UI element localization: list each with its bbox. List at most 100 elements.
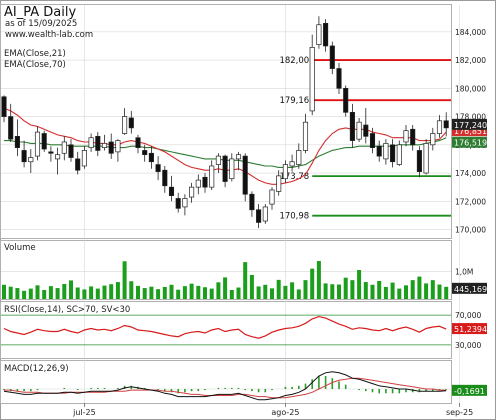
volume-bar xyxy=(290,282,295,299)
candle-up xyxy=(61,141,67,154)
candle-down xyxy=(249,193,255,211)
x-tick-label: ago-25 xyxy=(271,408,299,417)
volume-bar xyxy=(316,261,321,299)
candle-up xyxy=(316,24,322,45)
volume-bar xyxy=(209,288,214,299)
level-label: 179,16 xyxy=(279,96,309,106)
candle-up xyxy=(296,150,302,165)
macd-value-label-box xyxy=(452,384,487,396)
volume-bar xyxy=(323,283,328,299)
volume-bar xyxy=(156,289,161,299)
price-panel xyxy=(0,4,452,239)
volume-bar xyxy=(62,283,67,299)
candle-down xyxy=(14,135,20,148)
volume-bar xyxy=(48,286,53,299)
candle-down xyxy=(410,128,416,146)
volume-bar xyxy=(102,285,107,299)
candle-down xyxy=(443,120,449,129)
rsi-tick-label: 30,000 xyxy=(455,341,481,350)
candle-down xyxy=(376,145,382,157)
volume-value-label: 445,169 xyxy=(454,285,487,294)
candle-up xyxy=(289,161,295,167)
volume-bar xyxy=(444,286,449,299)
candle-down xyxy=(155,164,161,172)
candle-up xyxy=(209,165,215,188)
rsi-value-label: 51,2394 xyxy=(454,325,487,334)
candle-down xyxy=(349,111,355,141)
candle-down xyxy=(343,87,349,113)
volume-bar xyxy=(216,282,221,299)
candle-down xyxy=(8,116,14,140)
volume-bar xyxy=(296,289,301,299)
candle-down xyxy=(68,144,74,158)
ema70-value-label-box xyxy=(452,136,487,148)
candle-up xyxy=(235,154,242,160)
candle-up xyxy=(309,47,315,112)
volume-bar xyxy=(337,284,341,299)
last-close-label-box xyxy=(452,118,487,130)
volume-bar xyxy=(55,288,60,299)
level-label: 170,98 xyxy=(279,212,309,222)
last-close-label: 177,240 xyxy=(454,121,487,130)
price-tick-label: 182,000 xyxy=(455,56,486,65)
rsi-legend: RSI(Close,14), SC>70, SV<30 xyxy=(4,305,130,315)
volume-bar xyxy=(196,285,201,299)
candle-up xyxy=(423,143,429,174)
volume-bar xyxy=(82,289,87,299)
volume-bar xyxy=(35,285,40,299)
volume-bar xyxy=(303,280,308,299)
volume-bar xyxy=(95,288,100,299)
candle-up xyxy=(229,158,235,180)
candle-up xyxy=(262,206,268,222)
macd-lines xyxy=(3,371,448,401)
price-tick-label: 170,000 xyxy=(455,226,486,235)
volume-bar xyxy=(229,289,234,299)
volume-bar xyxy=(22,290,27,299)
macd-value-label: -0,1691 xyxy=(454,387,485,396)
candle-down xyxy=(175,198,181,209)
volume-bar xyxy=(129,281,134,299)
volume-bar xyxy=(263,284,268,299)
candle-down xyxy=(222,155,228,182)
support-resistance-levels: 182,00 179,16 173,78 170,98 xyxy=(279,56,451,222)
chart-date: as of 15/09/2025 xyxy=(5,19,77,29)
chart-title: AI_PA Daily xyxy=(4,5,76,20)
candle-up xyxy=(403,130,409,143)
volume-bar xyxy=(256,286,261,299)
candle-up xyxy=(276,175,282,192)
candle-down xyxy=(162,169,168,187)
volume-bar xyxy=(383,286,388,299)
rsi-line xyxy=(3,315,447,339)
macd-panel xyxy=(0,360,452,404)
volume-bar xyxy=(437,284,442,299)
volume-bar xyxy=(370,284,375,299)
volume-bar xyxy=(28,288,33,299)
volume-bars xyxy=(2,261,449,299)
candle-down xyxy=(148,152,154,163)
volume-bar xyxy=(377,280,382,299)
candle-up xyxy=(122,116,128,134)
price-tick-label: 172,000 xyxy=(455,197,486,206)
volume-bar xyxy=(310,268,315,299)
candle-down xyxy=(323,23,329,47)
volume-bar xyxy=(283,285,288,299)
rsi-value-label-box xyxy=(452,323,487,335)
volume-bar xyxy=(8,286,13,299)
macd-signal-line xyxy=(4,377,447,399)
candle-up xyxy=(34,131,41,157)
volume-bar xyxy=(75,287,80,299)
candle-down xyxy=(95,135,101,151)
volume-bar xyxy=(330,284,335,299)
candle-down xyxy=(108,141,114,154)
candle-down xyxy=(128,117,134,129)
volume-bar xyxy=(169,284,174,299)
price-tick-label: 178,000 xyxy=(455,113,486,122)
candlesticks xyxy=(1,16,449,229)
price-tick-label: 184,000 xyxy=(455,28,486,37)
website-label: www.wealth-lab.com xyxy=(5,30,93,40)
volume-bar xyxy=(343,277,348,299)
volume-bar xyxy=(404,285,408,299)
candle-down xyxy=(142,150,148,156)
